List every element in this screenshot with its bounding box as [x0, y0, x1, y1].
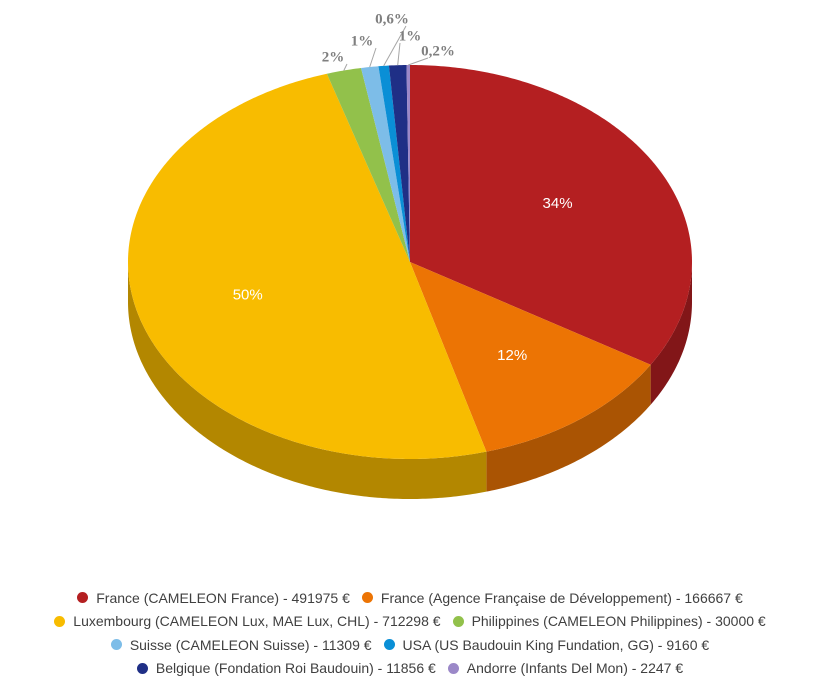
legend-label: Suisse (CAMELEON Suisse) - 11309 € [129, 636, 372, 653]
data-label: 2% [322, 49, 345, 65]
legend-row: Suisse (CAMELEON Suisse) - 11309 € USA (U… [0, 633, 820, 657]
leader-line [383, 25, 407, 67]
legend-label: Philippines (CAMELEON Philippines) - 300… [471, 613, 766, 630]
legend-row: Belgique (Fondation Roi Baudouin) - 1185… [0, 657, 820, 681]
legend-marker [54, 615, 66, 627]
legend-item: France (CAMELEON France) - 491975 € [77, 590, 350, 606]
pie-slice [361, 66, 410, 262]
legend-marker [383, 639, 395, 651]
legend-row: France (CAMELEON France) - 491975 € Franc… [0, 586, 820, 610]
legend: France (CAMELEON France) - 491975 € Franc… [0, 586, 820, 680]
data-label: 50% [233, 286, 263, 303]
pie-slice [410, 262, 651, 452]
data-label: 34% [543, 195, 573, 212]
data-label: 0,2% [421, 43, 455, 59]
legend-marker [361, 592, 373, 604]
legend-label: France (Agence Française de Développemen… [380, 589, 743, 606]
data-label: 12% [497, 347, 527, 364]
pie-side [128, 262, 487, 499]
pie-slice [128, 73, 487, 459]
legend-label: France (CAMELEON France) - 491975 € [96, 589, 350, 606]
pie-slice [410, 65, 692, 365]
legend-label: Andorre (Infants Del Mon) - 2247 € [466, 660, 684, 677]
leader-line [369, 47, 377, 68]
legend-item: Philippines (CAMELEON Philippines) - 300… [452, 613, 766, 630]
legend-row: Luxembourg (CAMELEON Lux, MAE Lux, CHL) … [0, 610, 820, 634]
legend-marker [136, 662, 148, 674]
leader-line [408, 57, 429, 66]
data-label: 1% [399, 28, 422, 44]
legend-marker [77, 592, 89, 604]
legend-item: Suisse (CAMELEON Suisse) - 11309 € [110, 636, 372, 653]
legend-marker [110, 639, 122, 651]
legend-item: Andorre (Infants Del Mon) - 2247 € [447, 660, 684, 677]
data-label: 1% [351, 33, 374, 49]
pie-slice [406, 65, 410, 262]
leader-line [397, 42, 401, 66]
pie-side [650, 262, 692, 405]
pie-slice [326, 67, 410, 262]
legend-item: Belgique (Fondation Roi Baudouin) - 1185… [136, 660, 436, 677]
legend-item: Luxembourg (CAMELEON Lux, MAE Lux, CHL) … [54, 613, 441, 630]
legend-marker [452, 615, 464, 627]
data-label: 0,6% [375, 11, 409, 27]
legend-label: USA (US Baudouin King Fundation, GG) - 9… [402, 636, 710, 653]
pie-slice [378, 65, 410, 263]
pie-side [486, 364, 651, 492]
leader-line [343, 63, 348, 71]
pie-slice [388, 65, 410, 262]
legend-label: Luxembourg (CAMELEON Lux, MAE Lux, CHL) … [73, 613, 441, 630]
legend-item: France (Agence Française de Développemen… [361, 589, 743, 606]
legend-item: USA (US Baudouin King Fundation, GG) - 9… [383, 636, 710, 653]
legend-label: Belgique (Fondation Roi Baudouin) - 1185… [155, 660, 436, 677]
legend-marker [447, 662, 459, 674]
chart: 34%12%50%2%1%0,6%1%0,2% [128, 11, 692, 499]
